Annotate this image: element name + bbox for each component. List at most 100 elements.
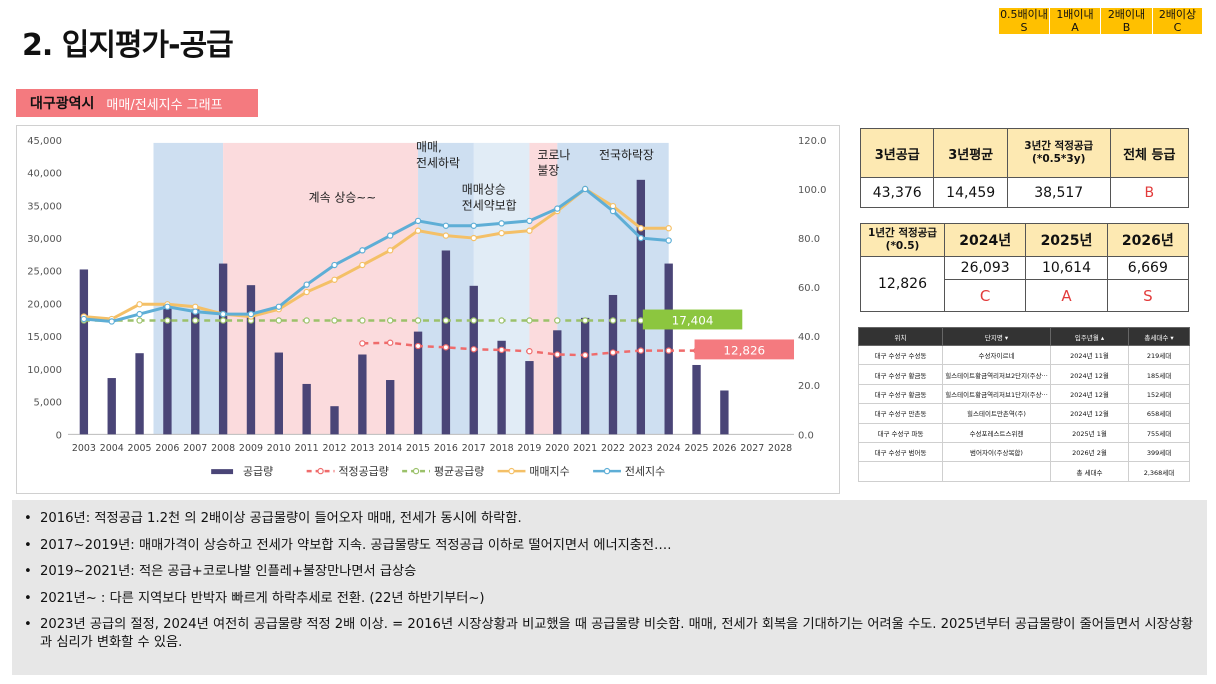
legend-label: 매매지수 bbox=[529, 465, 569, 478]
series-point bbox=[554, 317, 561, 324]
series-point bbox=[665, 347, 672, 354]
legend-marker bbox=[603, 467, 611, 475]
series-point bbox=[470, 222, 477, 229]
note-item: • 2023년 공급의 절정, 2024년 여전히 공급물량 적정 2배 이상. … bbox=[20, 616, 1207, 652]
series-point bbox=[192, 317, 199, 324]
series-point bbox=[303, 288, 310, 296]
cell-households: 219세대 bbox=[1128, 344, 1190, 366]
x-axis-tick: 2018 bbox=[490, 443, 514, 454]
left-axis-tick: 30,000 bbox=[27, 234, 62, 245]
series-point bbox=[637, 234, 645, 242]
cell-households: 185세대 bbox=[1128, 364, 1190, 385]
cell-move-in: 2025년 1월 bbox=[1050, 422, 1129, 443]
x-axis-tick: 2010 bbox=[267, 443, 291, 454]
period-band bbox=[529, 142, 558, 435]
column-header[interactable]: 총세대수 ▾ bbox=[1128, 327, 1190, 346]
series-point bbox=[609, 207, 617, 215]
cell-households: 658세대 bbox=[1128, 403, 1190, 424]
series-point bbox=[581, 351, 589, 359]
cell-move-in: 2024년 11월 bbox=[1050, 344, 1129, 366]
series-point bbox=[275, 303, 282, 310]
x-axis-tick: 2003 bbox=[72, 443, 96, 454]
x-axis-tick: 2023 bbox=[629, 443, 653, 454]
note-item: • 2021년~ : 다른 지역보다 반박자 빠르게 하락추세로 전환. (22년… bbox=[20, 590, 1207, 608]
series-point bbox=[526, 227, 533, 234]
right-axis-tick: 80.0 bbox=[798, 234, 820, 245]
supply-bar bbox=[413, 331, 423, 435]
series-point bbox=[359, 247, 366, 254]
cell-complex: 힐스테이트황금역리저브1단지(주상··· bbox=[942, 383, 1051, 405]
table-row: 대구 수성구 황금동 힐스테이트황금역리저브1단지(주상··· 2024년 12… bbox=[858, 383, 1190, 405]
series-point bbox=[136, 310, 143, 318]
page-title: 2. 입지평가-공급 bbox=[22, 28, 234, 63]
x-axis-tick: 2021 bbox=[573, 443, 597, 454]
adequate-value-tag bbox=[694, 339, 795, 360]
region-subtitle: 매매/전세지수 그래프 bbox=[106, 97, 223, 113]
legend-label: 적정공급량 bbox=[338, 465, 388, 478]
supply-index-chart: 0 5,000 10,000 15,000 20,000 25,000 30,000 35,0… bbox=[16, 125, 840, 494]
x-axis-tick: 2007 bbox=[183, 443, 207, 454]
series-point bbox=[164, 303, 171, 310]
cell-complex: 힐스테이트황금역리저브2단지(주상··· bbox=[942, 364, 1051, 385]
cell-location: 대구 수성구 파동 bbox=[858, 422, 943, 443]
three-year-supply: 43,376 bbox=[859, 177, 935, 208]
series-point bbox=[442, 317, 450, 324]
cell-location: 대구 수성구 만촌동 bbox=[858, 403, 943, 424]
grade-letter: A bbox=[1050, 21, 1101, 34]
legend-label: 전세지수 bbox=[625, 465, 665, 478]
average-value-tag bbox=[642, 309, 743, 330]
cell-complex: 힐스테이트만촌역(주) bbox=[942, 403, 1051, 424]
grade-range: 2배이상 bbox=[1153, 8, 1203, 21]
series-point bbox=[470, 346, 477, 353]
left-axis-tick: 15,000 bbox=[27, 332, 62, 343]
x-axis-tick: 2022 bbox=[601, 443, 625, 454]
chart-annotation: 코로나 bbox=[537, 148, 570, 162]
x-axis-tick: 2019 bbox=[517, 443, 541, 454]
table-row: 대구 수성구 파동 수성포레스트스위첸 2025년 1월 755세대 bbox=[858, 422, 1190, 443]
supply-bar bbox=[330, 406, 339, 435]
left-axis-tick: 25,000 bbox=[27, 267, 62, 278]
chart-annotation: 전세약보합 bbox=[462, 199, 517, 213]
note-text: 2023년 공급의 절정, 2024년 여전히 공급물량 적정 2배 이상. =… bbox=[40, 617, 1193, 650]
column-header[interactable]: 단지명 ▾ bbox=[942, 327, 1051, 346]
legend-marker bbox=[412, 467, 420, 475]
cell-move-in: 2026년 2월 bbox=[1050, 441, 1129, 463]
three-year-adequate: 38,517 bbox=[1006, 177, 1111, 208]
column-header[interactable]: 입주년월 ▴ bbox=[1050, 327, 1129, 346]
note-text: 2017~2019년: 매매가격이 상승하고 전세가 약보합 지속. 공급물량도… bbox=[40, 537, 672, 553]
series-point bbox=[470, 317, 477, 324]
supply-bar bbox=[497, 340, 506, 435]
grade-range: 1배이내 bbox=[1050, 8, 1101, 21]
left-axis-tick: 35,000 bbox=[27, 201, 62, 212]
cell-move-in: 2024년 12월 bbox=[1050, 383, 1129, 405]
series-point bbox=[219, 317, 227, 324]
supply-bar bbox=[692, 364, 701, 435]
series-point bbox=[498, 346, 505, 354]
cell-complex: 수성포레스트스위첸 bbox=[942, 422, 1051, 443]
total-label: 총 세대수 bbox=[1050, 461, 1129, 482]
x-axis-tick: 2011 bbox=[295, 443, 319, 454]
supply-bar bbox=[274, 352, 283, 435]
total-value: 2,368세대 bbox=[1128, 461, 1190, 482]
x-axis-tick: 2015 bbox=[406, 443, 430, 454]
x-axis-tick: 2016 bbox=[434, 443, 458, 454]
left-axis-tick: 20,000 bbox=[27, 299, 62, 310]
summary-table: 3년공급 3년평균 3년간 적정공급 (*0.5*3y) 전체 등급 43,37… bbox=[859, 128, 1190, 208]
overall-grade: B bbox=[1109, 177, 1190, 208]
cell-location: 대구 수성구 범어동 bbox=[858, 441, 943, 463]
year-header: 2025년 bbox=[1025, 223, 1108, 257]
chart-annotation: 전국하락장 bbox=[599, 148, 654, 162]
empty-cell bbox=[942, 461, 1051, 482]
x-axis-tick: 2017 bbox=[462, 443, 486, 454]
series-point bbox=[359, 261, 366, 269]
series-point bbox=[303, 281, 310, 288]
yearly-supply: 6,669 bbox=[1106, 256, 1190, 280]
yearly-table: 1년간 적정공급 (*0.5) 2024년 2025년 2026년 12,826… bbox=[860, 223, 1190, 312]
x-axis-tick: 2020 bbox=[545, 443, 569, 454]
chart-annotation: 계속 상승~~ bbox=[309, 191, 377, 205]
column-header: 위치 bbox=[858, 327, 943, 346]
series-point bbox=[387, 232, 394, 239]
right-axis-tick: 60.0 bbox=[798, 283, 820, 294]
legend-label: 공급량 bbox=[243, 465, 273, 478]
note-item: • 2017~2019년: 매매가격이 상승하고 전세가 약보합 지속. 공급물량… bbox=[20, 537, 1207, 555]
